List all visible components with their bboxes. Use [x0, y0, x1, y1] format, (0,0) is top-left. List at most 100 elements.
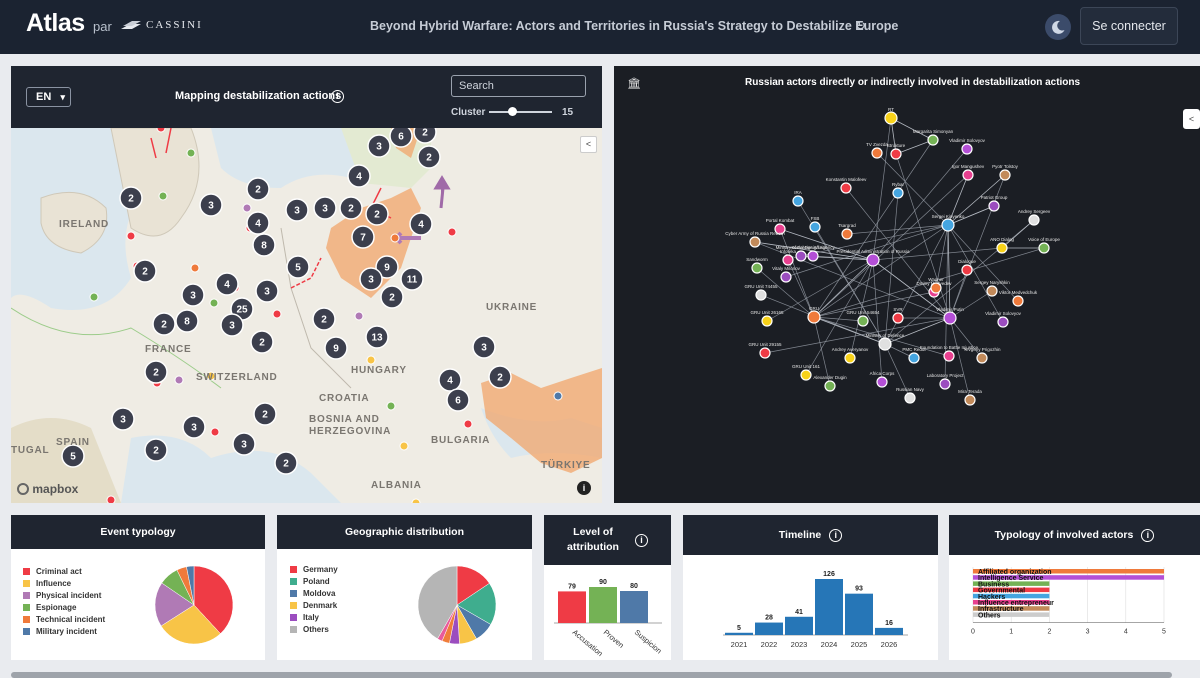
cluster-marker[interactable] [339, 196, 363, 220]
timeline-bar[interactable] [725, 632, 753, 635]
network-node[interactable] [943, 350, 955, 362]
cluster-marker[interactable] [347, 164, 371, 188]
partner-logo[interactable]: CASSINI [120, 18, 203, 32]
cluster-marker[interactable] [438, 368, 462, 392]
info-icon[interactable]: i [1141, 528, 1155, 542]
network-node[interactable] [792, 195, 804, 207]
network-node[interactable] [840, 182, 852, 194]
network-node[interactable] [988, 200, 1000, 212]
cluster-marker[interactable] [417, 145, 441, 169]
cluster-marker[interactable] [359, 267, 383, 291]
cluster-marker[interactable] [255, 279, 279, 303]
network-node[interactable] [961, 264, 973, 276]
cluster-marker[interactable] [144, 360, 168, 384]
cluster-marker[interactable] [232, 432, 256, 456]
horizontal-scrollbar[interactable] [11, 672, 1172, 678]
network-node[interactable] [761, 315, 773, 327]
event-marker[interactable] [174, 375, 184, 385]
event-marker[interactable] [206, 371, 216, 381]
cluster-marker[interactable] [286, 255, 310, 279]
network-node[interactable] [876, 376, 888, 388]
event-marker[interactable] [209, 298, 219, 308]
event-marker[interactable] [272, 309, 282, 319]
event-marker[interactable] [411, 498, 421, 503]
pie-slice[interactable] [193, 565, 234, 635]
network-node[interactable] [1038, 242, 1050, 254]
network-node[interactable] [939, 378, 951, 390]
cluster-slider[interactable] [489, 111, 552, 113]
network-node[interactable] [774, 223, 786, 235]
network-node[interactable] [755, 289, 767, 301]
network-node[interactable] [1012, 295, 1024, 307]
cluster-marker[interactable] [274, 451, 298, 475]
event-marker[interactable] [210, 427, 220, 437]
cluster-marker[interactable] [400, 267, 424, 291]
cluster-marker[interactable] [111, 407, 135, 431]
network-node[interactable] [930, 282, 942, 294]
network-node[interactable] [878, 337, 892, 351]
timeline-bar[interactable] [815, 579, 843, 635]
event-marker[interactable] [390, 233, 400, 243]
pie-slice[interactable] [160, 604, 221, 645]
legend-item[interactable]: Influence [23, 577, 105, 589]
network-node[interactable] [999, 169, 1011, 181]
cluster-marker[interactable] [365, 325, 389, 349]
cluster-marker[interactable] [351, 225, 375, 249]
event-marker[interactable] [447, 227, 457, 237]
cluster-marker[interactable] [312, 307, 336, 331]
app-logo[interactable]: Atlas [26, 9, 85, 37]
cluster-marker[interactable] [152, 312, 176, 336]
legend-item[interactable]: Military incident [23, 625, 105, 637]
event-marker[interactable] [156, 128, 166, 133]
network-node[interactable] [884, 111, 898, 125]
cluster-marker[interactable] [413, 128, 437, 144]
event-marker[interactable] [366, 355, 376, 365]
cluster-marker[interactable] [220, 313, 244, 337]
cluster-marker[interactable] [313, 196, 337, 220]
network-node[interactable] [964, 394, 976, 406]
network-node[interactable] [759, 347, 771, 359]
cluster-marker[interactable] [389, 128, 413, 148]
info-icon[interactable]: i [331, 90, 344, 103]
network-node[interactable] [908, 352, 920, 364]
network-node[interactable] [871, 147, 883, 159]
actor-typology-bar-chart[interactable]: 0 1 2 3 4 5 Affiliated organizationIntelligenc… [949, 555, 1200, 660]
event-marker[interactable] [158, 191, 168, 201]
event-marker[interactable] [553, 391, 563, 401]
cluster-marker[interactable] [119, 186, 143, 210]
cluster-marker[interactable] [324, 336, 348, 360]
cluster-marker[interactable] [375, 255, 399, 279]
cluster-marker[interactable] [488, 365, 512, 389]
pie-slice[interactable] [186, 565, 195, 606]
network-node[interactable] [892, 312, 904, 324]
network-node[interactable] [782, 254, 794, 266]
geographic-pie[interactable] [417, 563, 517, 660]
cluster-marker[interactable] [175, 309, 199, 333]
timeline-bar[interactable] [875, 627, 903, 635]
timeline-bar[interactable] [845, 593, 873, 635]
cluster-marker[interactable] [285, 198, 309, 222]
network-collapse-button[interactable]: < [1183, 109, 1200, 129]
dark-mode-toggle[interactable] [1045, 14, 1071, 40]
network-node[interactable] [904, 392, 916, 404]
legend-item[interactable]: Moldova [290, 587, 338, 599]
legend-item[interactable]: Italy [290, 611, 338, 623]
cluster-marker[interactable] [61, 444, 85, 468]
network-node[interactable] [841, 228, 853, 240]
network-node[interactable] [927, 134, 939, 146]
actor-bar[interactable] [973, 593, 1050, 599]
pie-slice[interactable] [154, 582, 195, 627]
legend-item[interactable]: Germany [290, 563, 338, 575]
actor-bar[interactable] [973, 569, 1164, 574]
cluster-marker[interactable] [181, 283, 205, 307]
network-node[interactable] [866, 253, 880, 267]
event-marker[interactable] [242, 203, 252, 213]
event-marker[interactable] [399, 441, 409, 451]
cluster-marker[interactable] [250, 330, 274, 354]
network-node[interactable] [1028, 214, 1040, 226]
info-icon[interactable]: i [829, 528, 843, 542]
timeline-bar-chart[interactable]: 5 2021 28 2022 41 2023 126 2024 93 2025 16 2026 [683, 555, 938, 660]
network-node[interactable] [751, 262, 763, 274]
cluster-marker[interactable] [133, 259, 157, 283]
